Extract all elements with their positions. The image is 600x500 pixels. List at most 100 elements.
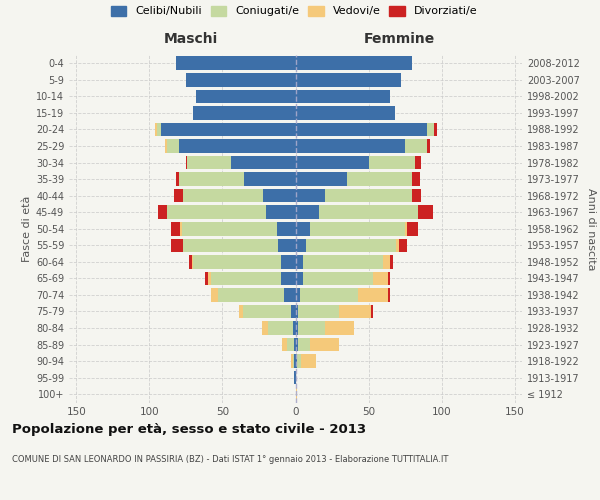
Bar xyxy=(180,222,182,235)
Bar xyxy=(262,322,268,335)
Bar xyxy=(388,288,391,302)
Bar xyxy=(277,222,296,235)
Bar xyxy=(399,238,407,252)
Bar xyxy=(310,222,405,235)
Y-axis label: Anni di nascita: Anni di nascita xyxy=(586,188,596,270)
Bar xyxy=(243,304,291,318)
Bar xyxy=(166,139,167,153)
Bar xyxy=(293,322,296,335)
Bar xyxy=(412,189,421,202)
Bar xyxy=(306,238,397,252)
Bar xyxy=(294,354,296,368)
Bar xyxy=(296,156,368,170)
Text: Popolazione per età, sesso e stato civile - 2013: Popolazione per età, sesso e stato civil… xyxy=(12,422,366,436)
Bar xyxy=(373,272,388,285)
Bar xyxy=(283,338,287,351)
Bar xyxy=(161,122,296,136)
Bar xyxy=(284,288,296,302)
Bar xyxy=(296,90,391,103)
Bar xyxy=(418,206,433,219)
Bar xyxy=(340,304,371,318)
Bar xyxy=(278,238,296,252)
Bar xyxy=(397,238,399,252)
Bar xyxy=(298,322,325,335)
Bar xyxy=(296,354,297,368)
Bar xyxy=(268,322,293,335)
Bar xyxy=(301,354,316,368)
Bar xyxy=(294,338,296,351)
Bar xyxy=(176,172,179,186)
Text: Maschi: Maschi xyxy=(164,32,218,46)
Bar xyxy=(325,322,354,335)
Bar xyxy=(287,338,294,351)
Bar xyxy=(296,73,401,86)
Y-axis label: Fasce di età: Fasce di età xyxy=(22,196,32,262)
Bar xyxy=(193,255,281,268)
Bar xyxy=(183,238,278,252)
Bar xyxy=(186,73,296,86)
Bar xyxy=(281,272,296,285)
Bar xyxy=(296,172,347,186)
Bar xyxy=(296,388,297,401)
Bar xyxy=(298,304,340,318)
Text: Femmine: Femmine xyxy=(364,32,436,46)
Bar xyxy=(187,156,231,170)
Bar xyxy=(192,255,193,268)
Bar xyxy=(383,255,391,268)
Bar xyxy=(415,156,421,170)
Bar xyxy=(310,338,340,351)
Bar xyxy=(358,288,388,302)
Bar xyxy=(296,322,298,335)
Bar xyxy=(407,222,418,235)
Bar xyxy=(391,255,394,268)
Bar xyxy=(263,189,296,202)
Bar xyxy=(388,272,391,285)
Bar xyxy=(296,222,310,235)
Bar xyxy=(291,354,293,368)
Bar xyxy=(171,222,180,235)
Bar xyxy=(157,122,161,136)
Bar xyxy=(196,90,296,103)
Bar xyxy=(174,189,183,202)
Bar xyxy=(186,156,187,170)
Bar xyxy=(266,206,296,219)
Bar xyxy=(297,354,301,368)
Bar xyxy=(303,255,383,268)
Bar xyxy=(189,255,192,268)
Bar xyxy=(296,122,427,136)
Bar xyxy=(211,272,281,285)
Bar xyxy=(368,156,415,170)
Bar xyxy=(281,255,296,268)
Bar xyxy=(296,288,300,302)
Bar xyxy=(303,272,373,285)
Bar xyxy=(293,354,294,368)
Bar xyxy=(291,304,296,318)
Bar xyxy=(296,189,325,202)
Bar xyxy=(183,189,263,202)
Bar xyxy=(300,288,358,302)
Bar xyxy=(434,122,437,136)
Bar xyxy=(296,139,405,153)
Bar xyxy=(179,172,244,186)
Bar xyxy=(208,272,211,285)
Bar xyxy=(296,272,303,285)
Bar xyxy=(218,288,284,302)
Bar xyxy=(298,338,310,351)
Bar xyxy=(296,206,319,219)
Bar xyxy=(158,206,167,219)
Bar xyxy=(296,304,298,318)
Bar xyxy=(296,238,306,252)
Bar xyxy=(176,56,296,70)
Bar xyxy=(239,304,243,318)
Bar xyxy=(231,156,296,170)
Text: COMUNE DI SAN LEONARDO IN PASSIRIA (BZ) - Dati ISTAT 1° gennaio 2013 - Elaborazi: COMUNE DI SAN LEONARDO IN PASSIRIA (BZ) … xyxy=(12,455,448,464)
Legend: Celibi/Nubili, Coniugati/e, Vedovi/e, Divorziati/e: Celibi/Nubili, Coniugati/e, Vedovi/e, Di… xyxy=(111,6,477,16)
Bar xyxy=(405,222,407,235)
Bar xyxy=(319,206,418,219)
Bar xyxy=(182,222,277,235)
Bar xyxy=(167,139,179,153)
Bar xyxy=(325,189,412,202)
Bar xyxy=(405,139,427,153)
Bar xyxy=(205,272,208,285)
Bar xyxy=(371,304,373,318)
